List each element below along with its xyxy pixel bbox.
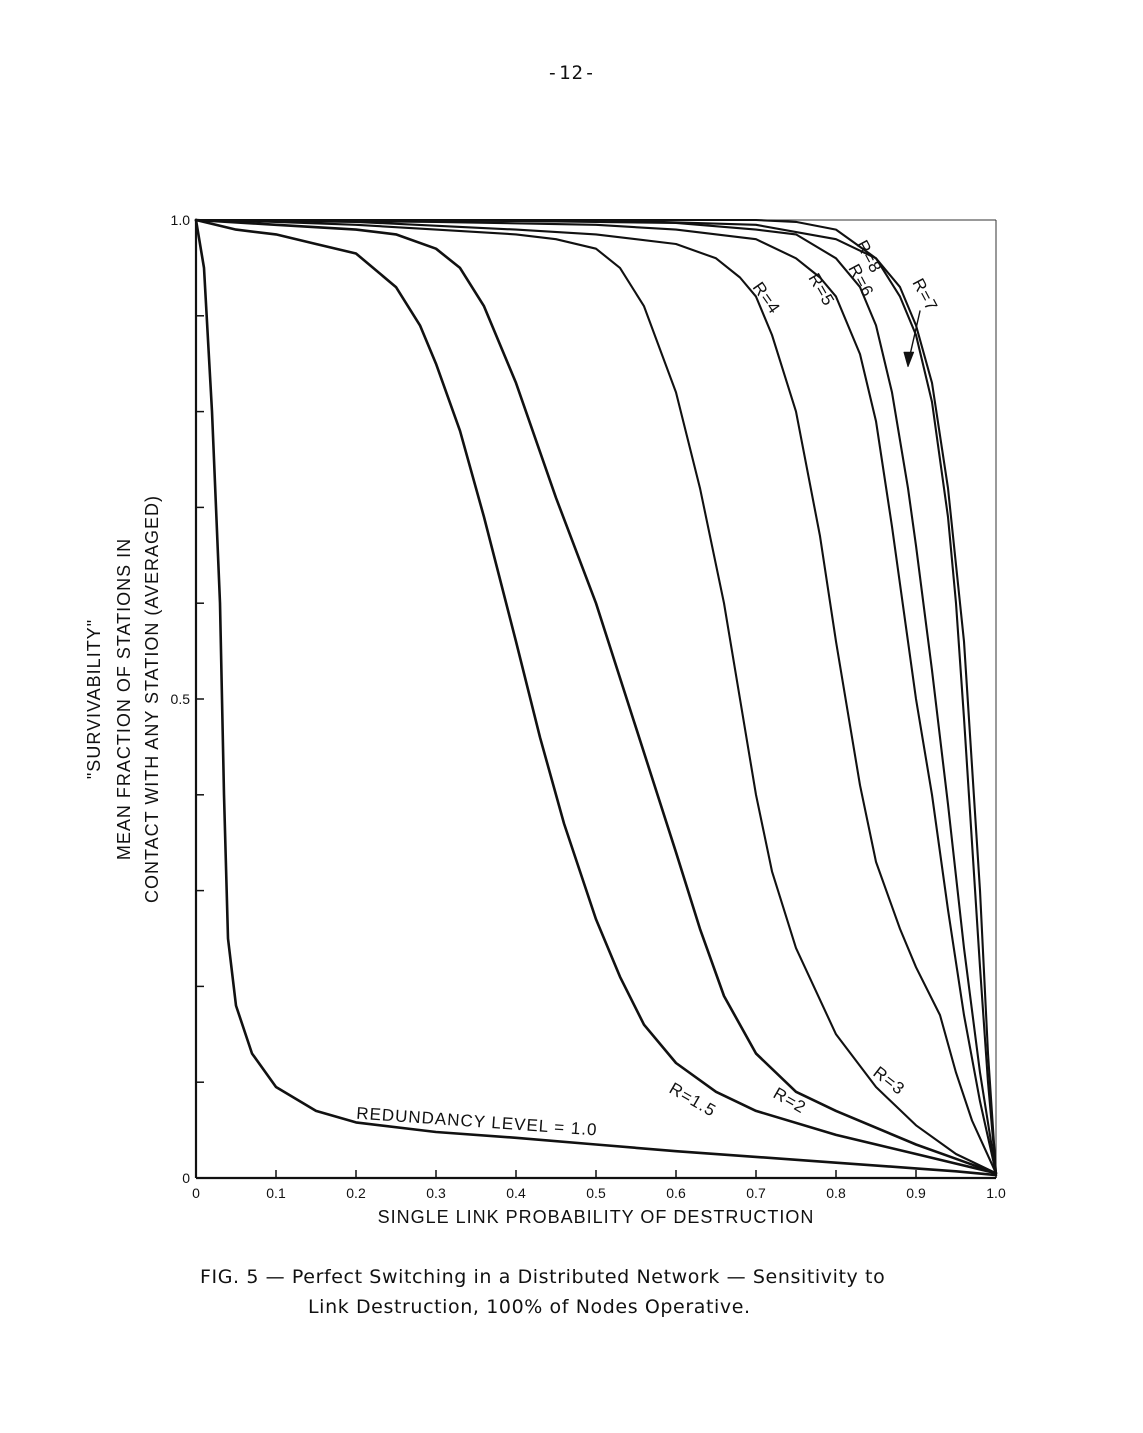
y-tick-label: 1.0 [171, 212, 191, 228]
caption-line-1: FIG. 5 — Perfect Switching in a Distribu… [200, 1266, 886, 1288]
x-tick-label: 1.0 [986, 1185, 1006, 1201]
series-label: R=2 [770, 1084, 810, 1118]
x-tick-label: 0.9 [906, 1185, 926, 1201]
x-tick-label: 0.7 [746, 1185, 766, 1201]
series-label: R=5 [805, 270, 839, 310]
x-tick-label: 0.1 [266, 1185, 286, 1201]
y-axis-title-line: MEAN FRACTION OF STATIONS IN [114, 538, 134, 860]
figure-caption: FIG. 5 — Perfect Switching in a Distribu… [200, 1262, 1020, 1322]
x-tick-label: 0.3 [426, 1185, 446, 1201]
series-label: R=3 [870, 1063, 909, 1099]
series-curve [194, 218, 998, 1175]
y-tick-label: 0.5 [171, 691, 191, 707]
series-label: R=4 [749, 278, 784, 317]
series-curve [194, 218, 998, 1175]
x-tick-label: 0.6 [666, 1185, 686, 1201]
x-tick-label: 0.2 [346, 1185, 366, 1201]
series-curve [194, 218, 998, 1175]
caption-line-2: Link Destruction, 100% of Nodes Operativ… [308, 1296, 751, 1318]
x-axis-title: SINGLE LINK PROBABILITY OF DESTRUCTION [378, 1207, 815, 1227]
series-curve [194, 218, 998, 1175]
page-number: -12- [546, 62, 597, 84]
x-tick-label: 0.8 [826, 1185, 846, 1201]
y-tick-label: 0 [182, 1170, 190, 1186]
x-tick-label: 0 [192, 1185, 200, 1201]
series-curve [194, 218, 998, 1175]
label-pointer-arrow [903, 351, 915, 368]
series-label: R=7 [908, 275, 941, 315]
series-curve [194, 218, 998, 1175]
series-label: R=1.5 [666, 1079, 720, 1121]
x-tick-label: 0.4 [506, 1185, 526, 1201]
y-axis-title-line: CONTACT WITH ANY STATION (AVERAGED) [142, 495, 162, 903]
series-curve [194, 218, 998, 1175]
series-curve [194, 218, 998, 1175]
series-curve [194, 218, 998, 1177]
y-axis-title-line: "SURVIVABILITY" [84, 619, 104, 779]
x-tick-label: 0.5 [586, 1185, 606, 1201]
